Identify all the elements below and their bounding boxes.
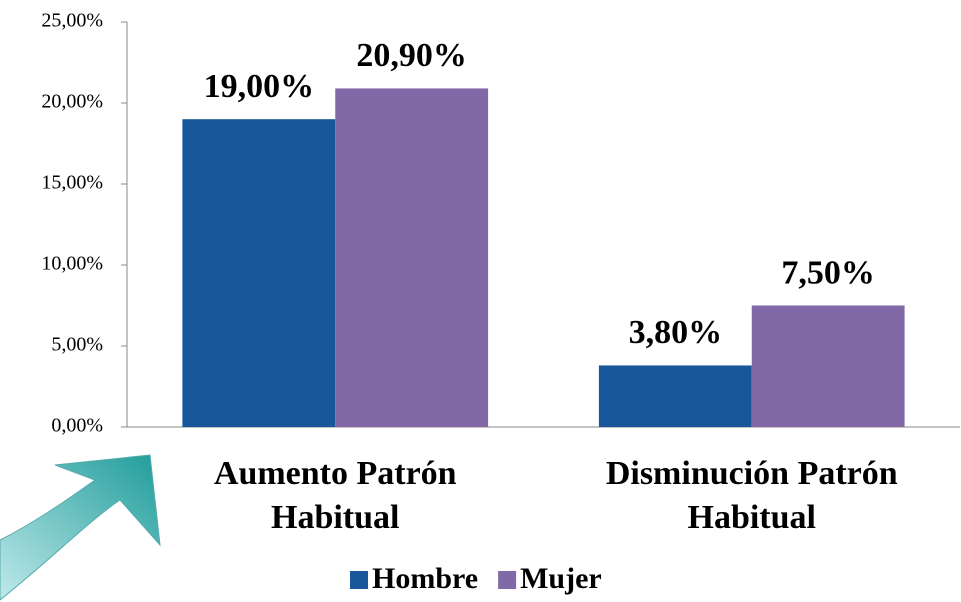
bar <box>751 305 905 427</box>
y-tick-label: 15,00% <box>41 172 103 194</box>
legend-swatch <box>350 571 368 589</box>
data-label: 19,00% <box>204 68 315 105</box>
bar <box>598 365 752 427</box>
legend-swatch <box>498 571 517 589</box>
bar <box>335 88 489 428</box>
y-tick-label: 20,00% <box>41 91 103 113</box>
decorative-arrow <box>0 454 161 601</box>
data-label: 20,90% <box>356 37 467 74</box>
legend-label: Mujer <box>520 562 602 595</box>
x-tick-label: Aumento Patrón Habitual <box>213 455 457 536</box>
legend-label: Hombre <box>372 562 478 595</box>
y-tick-label: 5,00% <box>51 334 103 356</box>
bar <box>182 119 336 427</box>
data-label: 3,80% <box>629 314 723 351</box>
y-tick-label: 0,00% <box>51 415 103 437</box>
y-tick-label: 25,00% <box>41 10 103 32</box>
x-tick-label: Disminución Patrón Habitual <box>605 455 898 536</box>
data-label: 7,50% <box>781 254 875 291</box>
y-tick-label: 10,00% <box>41 253 103 275</box>
